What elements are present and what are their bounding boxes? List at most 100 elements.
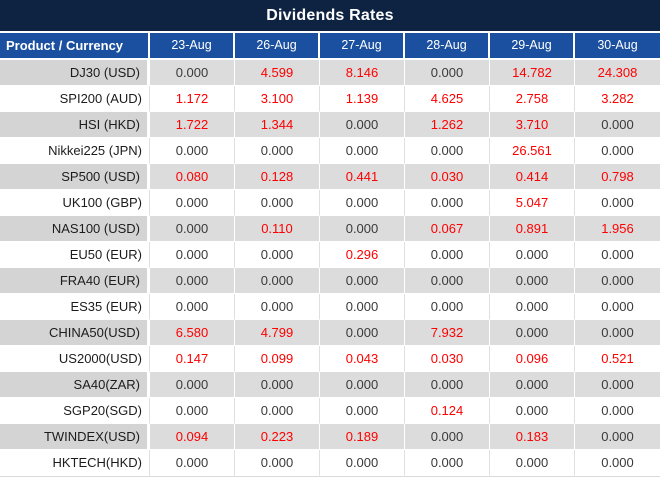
dividend-value: 0.000	[235, 398, 320, 424]
dividend-value: 0.000	[320, 398, 405, 424]
table-body: DJ30 (USD) 0.000 4.599 8.146 0.000 14.782 24.3…	[0, 60, 660, 476]
dividend-value: 0.094	[150, 424, 235, 450]
dividend-value: 0.000	[320, 450, 405, 476]
dividend-value: 0.030	[405, 346, 490, 372]
dividend-value: 6.580	[150, 320, 235, 346]
product-label: UK100 (GBP)	[0, 190, 150, 216]
dividend-value: 0.000	[575, 190, 660, 216]
dividend-value: 0.189	[320, 424, 405, 450]
product-label: US2000(USD)	[0, 346, 150, 372]
dividend-value: 0.000	[575, 320, 660, 346]
column-header-date-1: 23-Aug	[150, 33, 235, 58]
table-row: SP500 (USD) 0.080 0.128 0.441 0.030 0.414 0.79…	[0, 164, 660, 190]
dividend-value: 0.000	[320, 112, 405, 138]
column-header-date-2: 26-Aug	[235, 33, 320, 58]
dividend-value: 0.000	[320, 320, 405, 346]
dividend-value: 0.000	[575, 294, 660, 320]
dividend-value: 0.000	[575, 424, 660, 450]
product-label: SP500 (USD)	[0, 164, 150, 190]
dividend-value: 0.000	[575, 242, 660, 268]
table-row: Nikkei225 (JPN) 0.000 0.000 0.000 0.000 26.56…	[0, 138, 660, 164]
dividend-value: 0.000	[235, 242, 320, 268]
table-row: ES35 (EUR) 0.000 0.000 0.000 0.000 0.000 0.000	[0, 294, 660, 320]
dividend-value: 0.000	[150, 60, 235, 86]
dividend-value: 0.000	[490, 242, 575, 268]
product-label: DJ30 (USD)	[0, 60, 150, 86]
dividend-value: 0.110	[235, 216, 320, 242]
dividend-value: 0.124	[405, 398, 490, 424]
dividend-value: 0.000	[150, 138, 235, 164]
table-bottom-border	[0, 476, 660, 477]
dividend-value: 0.000	[405, 424, 490, 450]
table-row: DJ30 (USD) 0.000 4.599 8.146 0.000 14.782 24.3…	[0, 60, 660, 86]
column-header-product-currency: Product / Currency	[0, 33, 150, 58]
dividend-value: 0.000	[320, 138, 405, 164]
dividend-value: 0.000	[320, 372, 405, 398]
dividend-value: 3.282	[575, 86, 660, 112]
table-row: SPI200 (AUD) 1.172 3.100 1.139 4.625 2.758 3.2…	[0, 86, 660, 112]
dividend-value: 0.891	[490, 216, 575, 242]
table-row: NAS100 (USD) 0.000 0.110 0.000 0.067 0.891 1.9…	[0, 216, 660, 242]
dividend-value: 0.000	[575, 398, 660, 424]
dividend-value: 0.000	[320, 294, 405, 320]
dividend-value: 0.000	[235, 138, 320, 164]
dividend-value: 0.000	[490, 398, 575, 424]
dividend-value: 0.183	[490, 424, 575, 450]
dividend-value: 0.000	[150, 398, 235, 424]
dividend-value: 0.000	[235, 190, 320, 216]
product-label: EU50 (EUR)	[0, 242, 150, 268]
dividend-value: 0.223	[235, 424, 320, 450]
column-header-date-4: 28-Aug	[405, 33, 490, 58]
dividend-value: 0.000	[235, 294, 320, 320]
dividend-value: 0.000	[575, 268, 660, 294]
table-row: HSI (HKD) 1.722 1.344 0.000 1.262 3.710 0.000	[0, 112, 660, 138]
product-label: SA40(ZAR)	[0, 372, 150, 398]
dividend-value: 0.296	[320, 242, 405, 268]
table-row: US2000(USD) 0.147 0.099 0.043 0.030 0.096 0.52…	[0, 346, 660, 372]
dividend-value: 0.000	[405, 242, 490, 268]
product-label: SGP20(SGD)	[0, 398, 150, 424]
dividend-value: 2.758	[490, 86, 575, 112]
dividend-value: 0.798	[575, 164, 660, 190]
dividend-value: 0.000	[575, 112, 660, 138]
dividend-value: 0.000	[150, 242, 235, 268]
dividend-value: 1.722	[150, 112, 235, 138]
table-title: Dividends Rates	[0, 0, 660, 31]
dividend-value: 8.146	[320, 60, 405, 86]
product-label: HKTECH(HKD)	[0, 450, 150, 476]
dividend-value: 4.625	[405, 86, 490, 112]
dividend-value: 26.561	[490, 138, 575, 164]
dividend-value: 0.000	[150, 216, 235, 242]
product-label: SPI200 (AUD)	[0, 86, 150, 112]
product-label: Nikkei225 (JPN)	[0, 138, 150, 164]
dividend-value: 0.000	[490, 294, 575, 320]
product-label: FRA40 (EUR)	[0, 268, 150, 294]
dividend-value: 0.000	[235, 268, 320, 294]
dividend-value: 0.000	[405, 372, 490, 398]
dividend-value: 0.000	[405, 450, 490, 476]
dividend-value: 1.956	[575, 216, 660, 242]
dividend-value: 0.000	[150, 294, 235, 320]
column-header-date-3: 27-Aug	[320, 33, 405, 58]
product-label: TWINDEX(USD)	[0, 424, 150, 450]
table-row: CHINA50(USD) 6.580 4.799 0.000 7.932 0.000 0.0…	[0, 320, 660, 346]
product-label: ES35 (EUR)	[0, 294, 150, 320]
dividend-value: 0.000	[405, 268, 490, 294]
product-label: HSI (HKD)	[0, 112, 150, 138]
dividend-value: 0.000	[150, 268, 235, 294]
dividend-value: 0.000	[405, 138, 490, 164]
dividend-value: 0.000	[405, 190, 490, 216]
table-row: FRA40 (EUR) 0.000 0.000 0.000 0.000 0.000 0.00…	[0, 268, 660, 294]
table-row: UK100 (GBP) 0.000 0.000 0.000 0.000 5.047 0.00…	[0, 190, 660, 216]
dividend-value: 1.262	[405, 112, 490, 138]
table-row: TWINDEX(USD) 0.094 0.223 0.189 0.000 0.183 0.0…	[0, 424, 660, 450]
dividend-value: 14.782	[490, 60, 575, 86]
dividend-value: 0.030	[405, 164, 490, 190]
dividend-value: 0.099	[235, 346, 320, 372]
dividend-value: 0.000	[235, 372, 320, 398]
dividend-value: 0.067	[405, 216, 490, 242]
dividend-value: 0.000	[150, 450, 235, 476]
dividend-value: 0.000	[405, 60, 490, 86]
table-row: EU50 (EUR) 0.000 0.000 0.296 0.000 0.000 0.000	[0, 242, 660, 268]
